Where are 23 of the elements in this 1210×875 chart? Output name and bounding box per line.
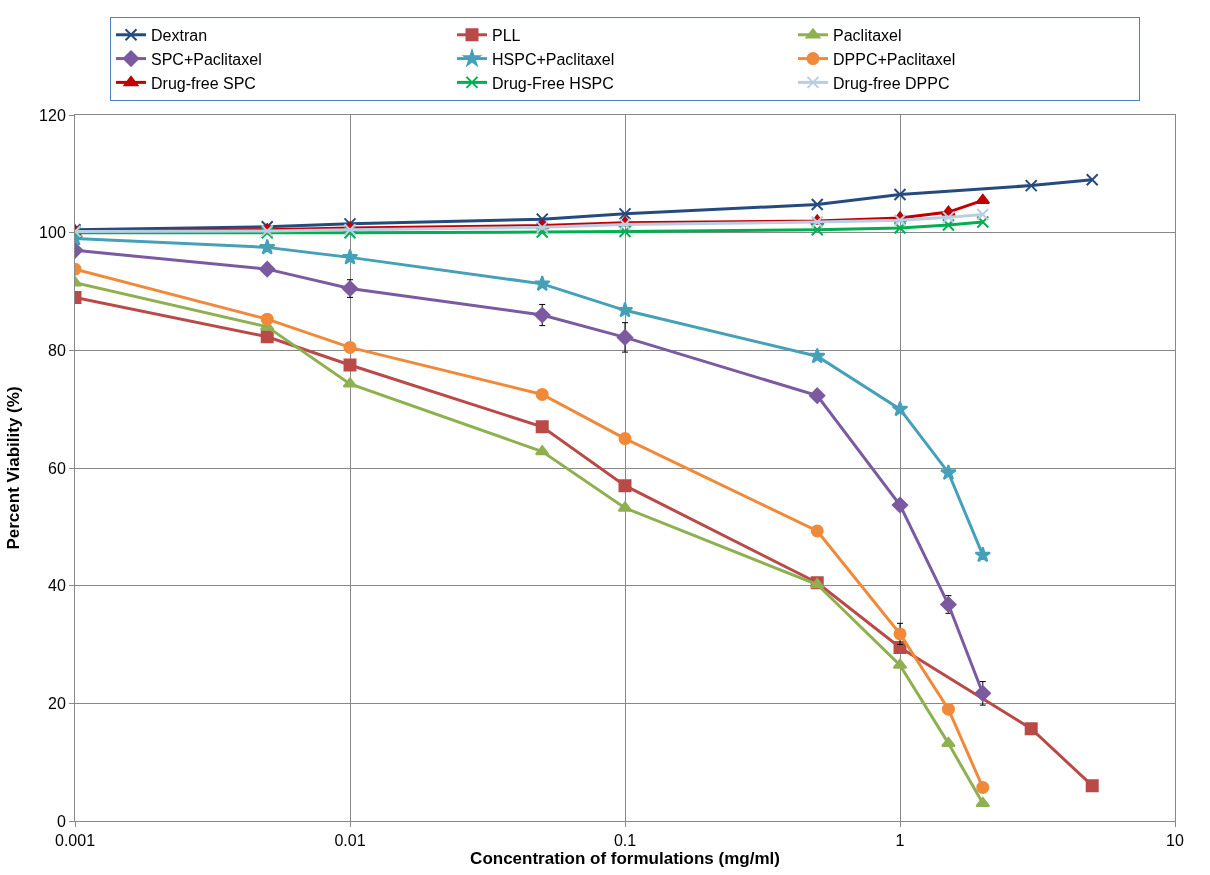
legend-label: HSPC+Paclitaxel <box>492 50 615 68</box>
legend-label: PLL <box>492 27 521 45</box>
x-axis-title: Concentration of formulations (mg/ml) <box>470 849 780 869</box>
x-tick-label: 0.01 <box>334 832 366 850</box>
legend-label: Drug-free DPPC <box>833 74 950 92</box>
y-tick-label: 40 <box>48 577 66 595</box>
y-axis-title: Percent Viability (%) <box>3 386 23 550</box>
legend-label: Dextran <box>151 27 208 45</box>
y-tick-label: 80 <box>48 341 66 359</box>
legend-label: DPPC+Paclitaxel <box>833 50 956 68</box>
y-tick-label: 120 <box>39 106 66 124</box>
x-tick-label: 0.001 <box>54 832 96 850</box>
x-tick-label: 0.1 <box>613 832 637 850</box>
y-tick-label: 100 <box>39 224 66 242</box>
legend-label: SPC+Paclitaxel <box>151 50 262 68</box>
legend-label: Drug-free SPC <box>151 74 256 92</box>
legend-label: Paclitaxel <box>833 27 902 45</box>
y-tick-label: 20 <box>48 694 66 712</box>
legend-label: Drug-Free HSPC <box>492 74 614 92</box>
x-tick-label: 1 <box>895 832 905 850</box>
y-tick-label: 60 <box>48 459 66 477</box>
x-tick-label: 10 <box>1166 832 1184 850</box>
y-tick-label: 0 <box>56 812 66 830</box>
